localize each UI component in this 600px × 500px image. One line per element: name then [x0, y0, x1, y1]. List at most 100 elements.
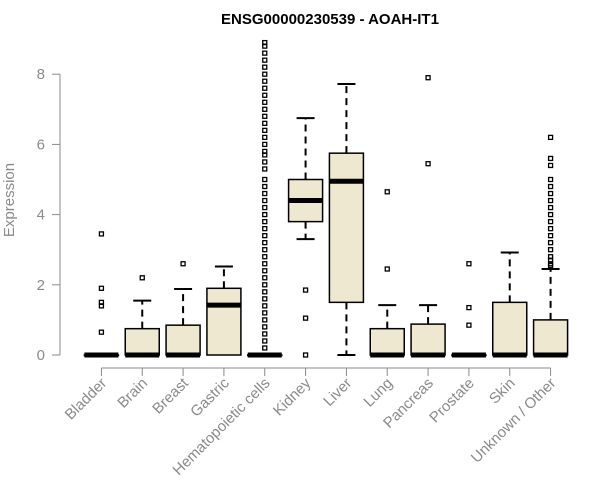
outlier-point [262, 183, 268, 190]
outlier-point [98, 285, 105, 291]
box-pancreas [410, 75, 446, 358]
outlier-point [262, 85, 268, 91]
outlier-point [98, 231, 105, 237]
outlier-point [262, 71, 268, 77]
y-tick-label: 6 [37, 136, 45, 153]
outlier-point [425, 75, 431, 81]
outlier-point [384, 189, 390, 195]
box-gastric [206, 265, 242, 356]
box-kidney [287, 117, 324, 358]
box-iqr [492, 301, 528, 356]
outlier-point [139, 275, 145, 281]
outlier-point [180, 261, 186, 267]
outlier-point [262, 282, 268, 288]
outlier-point [262, 64, 268, 70]
box-bladder [83, 231, 120, 358]
outlier-point [466, 304, 472, 311]
outlier-point [302, 287, 309, 293]
outlier-point [547, 218, 554, 225]
outlier-point [262, 197, 268, 204]
x-tick-label: Brain [114, 375, 151, 412]
outlier-point [302, 352, 309, 358]
outlier-point [547, 190, 554, 197]
x-tick-label: Kidney [270, 374, 315, 419]
box-prostate [451, 261, 487, 358]
outlier-point [262, 159, 268, 165]
outlier-point [262, 120, 268, 126]
outlier-point [262, 345, 268, 351]
x-tick-label: Prostate [426, 375, 478, 427]
outlier-point [262, 317, 268, 323]
outlier-point [262, 247, 268, 253]
outlier-point [547, 134, 554, 141]
outlier-point [262, 261, 268, 267]
box-breast [165, 261, 201, 358]
y-axis-label: Expression [1, 163, 18, 237]
y-tick-label: 4 [37, 207, 45, 224]
outlier-point [262, 152, 268, 158]
outlier-point [547, 197, 554, 204]
outlier-point [384, 266, 390, 272]
outlier-point [262, 166, 268, 172]
outlier-point [547, 155, 554, 162]
outlier-point [262, 134, 268, 141]
outlier-point [547, 225, 554, 232]
x-tick-label: Skin [486, 375, 519, 408]
chart-title: ENSG00000230539 - AOAH-IT1 [221, 11, 439, 28]
outlier-point [547, 162, 554, 169]
outlier-point [262, 324, 268, 330]
outlier-point [262, 141, 268, 148]
outlier-point [262, 99, 268, 105]
outlier-point [262, 127, 268, 134]
box-lung [369, 189, 405, 358]
outlier-point [262, 211, 268, 218]
x-tick-label: Breast [149, 374, 192, 417]
y-tick-label: 0 [37, 347, 45, 364]
outlier-point [547, 262, 554, 269]
outlier-point [262, 310, 268, 316]
box-iqr [165, 324, 201, 356]
y-tick-label: 2 [37, 277, 45, 294]
outlier-point [262, 240, 268, 246]
outlier-point [262, 338, 268, 344]
outlier-point [547, 211, 554, 218]
outlier-point [262, 233, 268, 239]
outlier-point [425, 161, 431, 167]
outlier-point [262, 204, 268, 211]
box-iqr [124, 327, 160, 356]
outlier-point [262, 331, 268, 337]
outlier-point [262, 275, 268, 281]
outlier-point [262, 254, 268, 260]
box-iqr [410, 323, 446, 356]
outlier-point [547, 176, 554, 183]
box-brain [124, 275, 160, 358]
box-iqr [206, 287, 242, 356]
outlier-point [262, 176, 268, 183]
outlier-point [547, 204, 554, 211]
outlier-point [547, 183, 554, 190]
x-tick-label: Lung [360, 375, 396, 411]
outlier-point [466, 261, 472, 267]
outlier-point [262, 303, 268, 309]
outlier-point [262, 43, 268, 49]
outlier-point [262, 225, 268, 232]
box-iqr [532, 319, 569, 356]
outlier-point [547, 233, 554, 239]
outlier-point [262, 289, 268, 295]
outlier-point [547, 240, 554, 246]
y-tick-label: 8 [37, 66, 45, 83]
outlier-point [262, 190, 268, 197]
outlier-point [262, 218, 268, 225]
box-hematopoietic-cells [247, 39, 283, 358]
outlier-point [262, 268, 268, 274]
outlier-point [302, 315, 309, 321]
outlier-point [466, 322, 472, 328]
boxes-layer [83, 39, 569, 358]
box-iqr [328, 152, 365, 304]
outlier-point [262, 78, 268, 84]
outlier-point [262, 113, 268, 119]
outlier-point [262, 57, 268, 63]
